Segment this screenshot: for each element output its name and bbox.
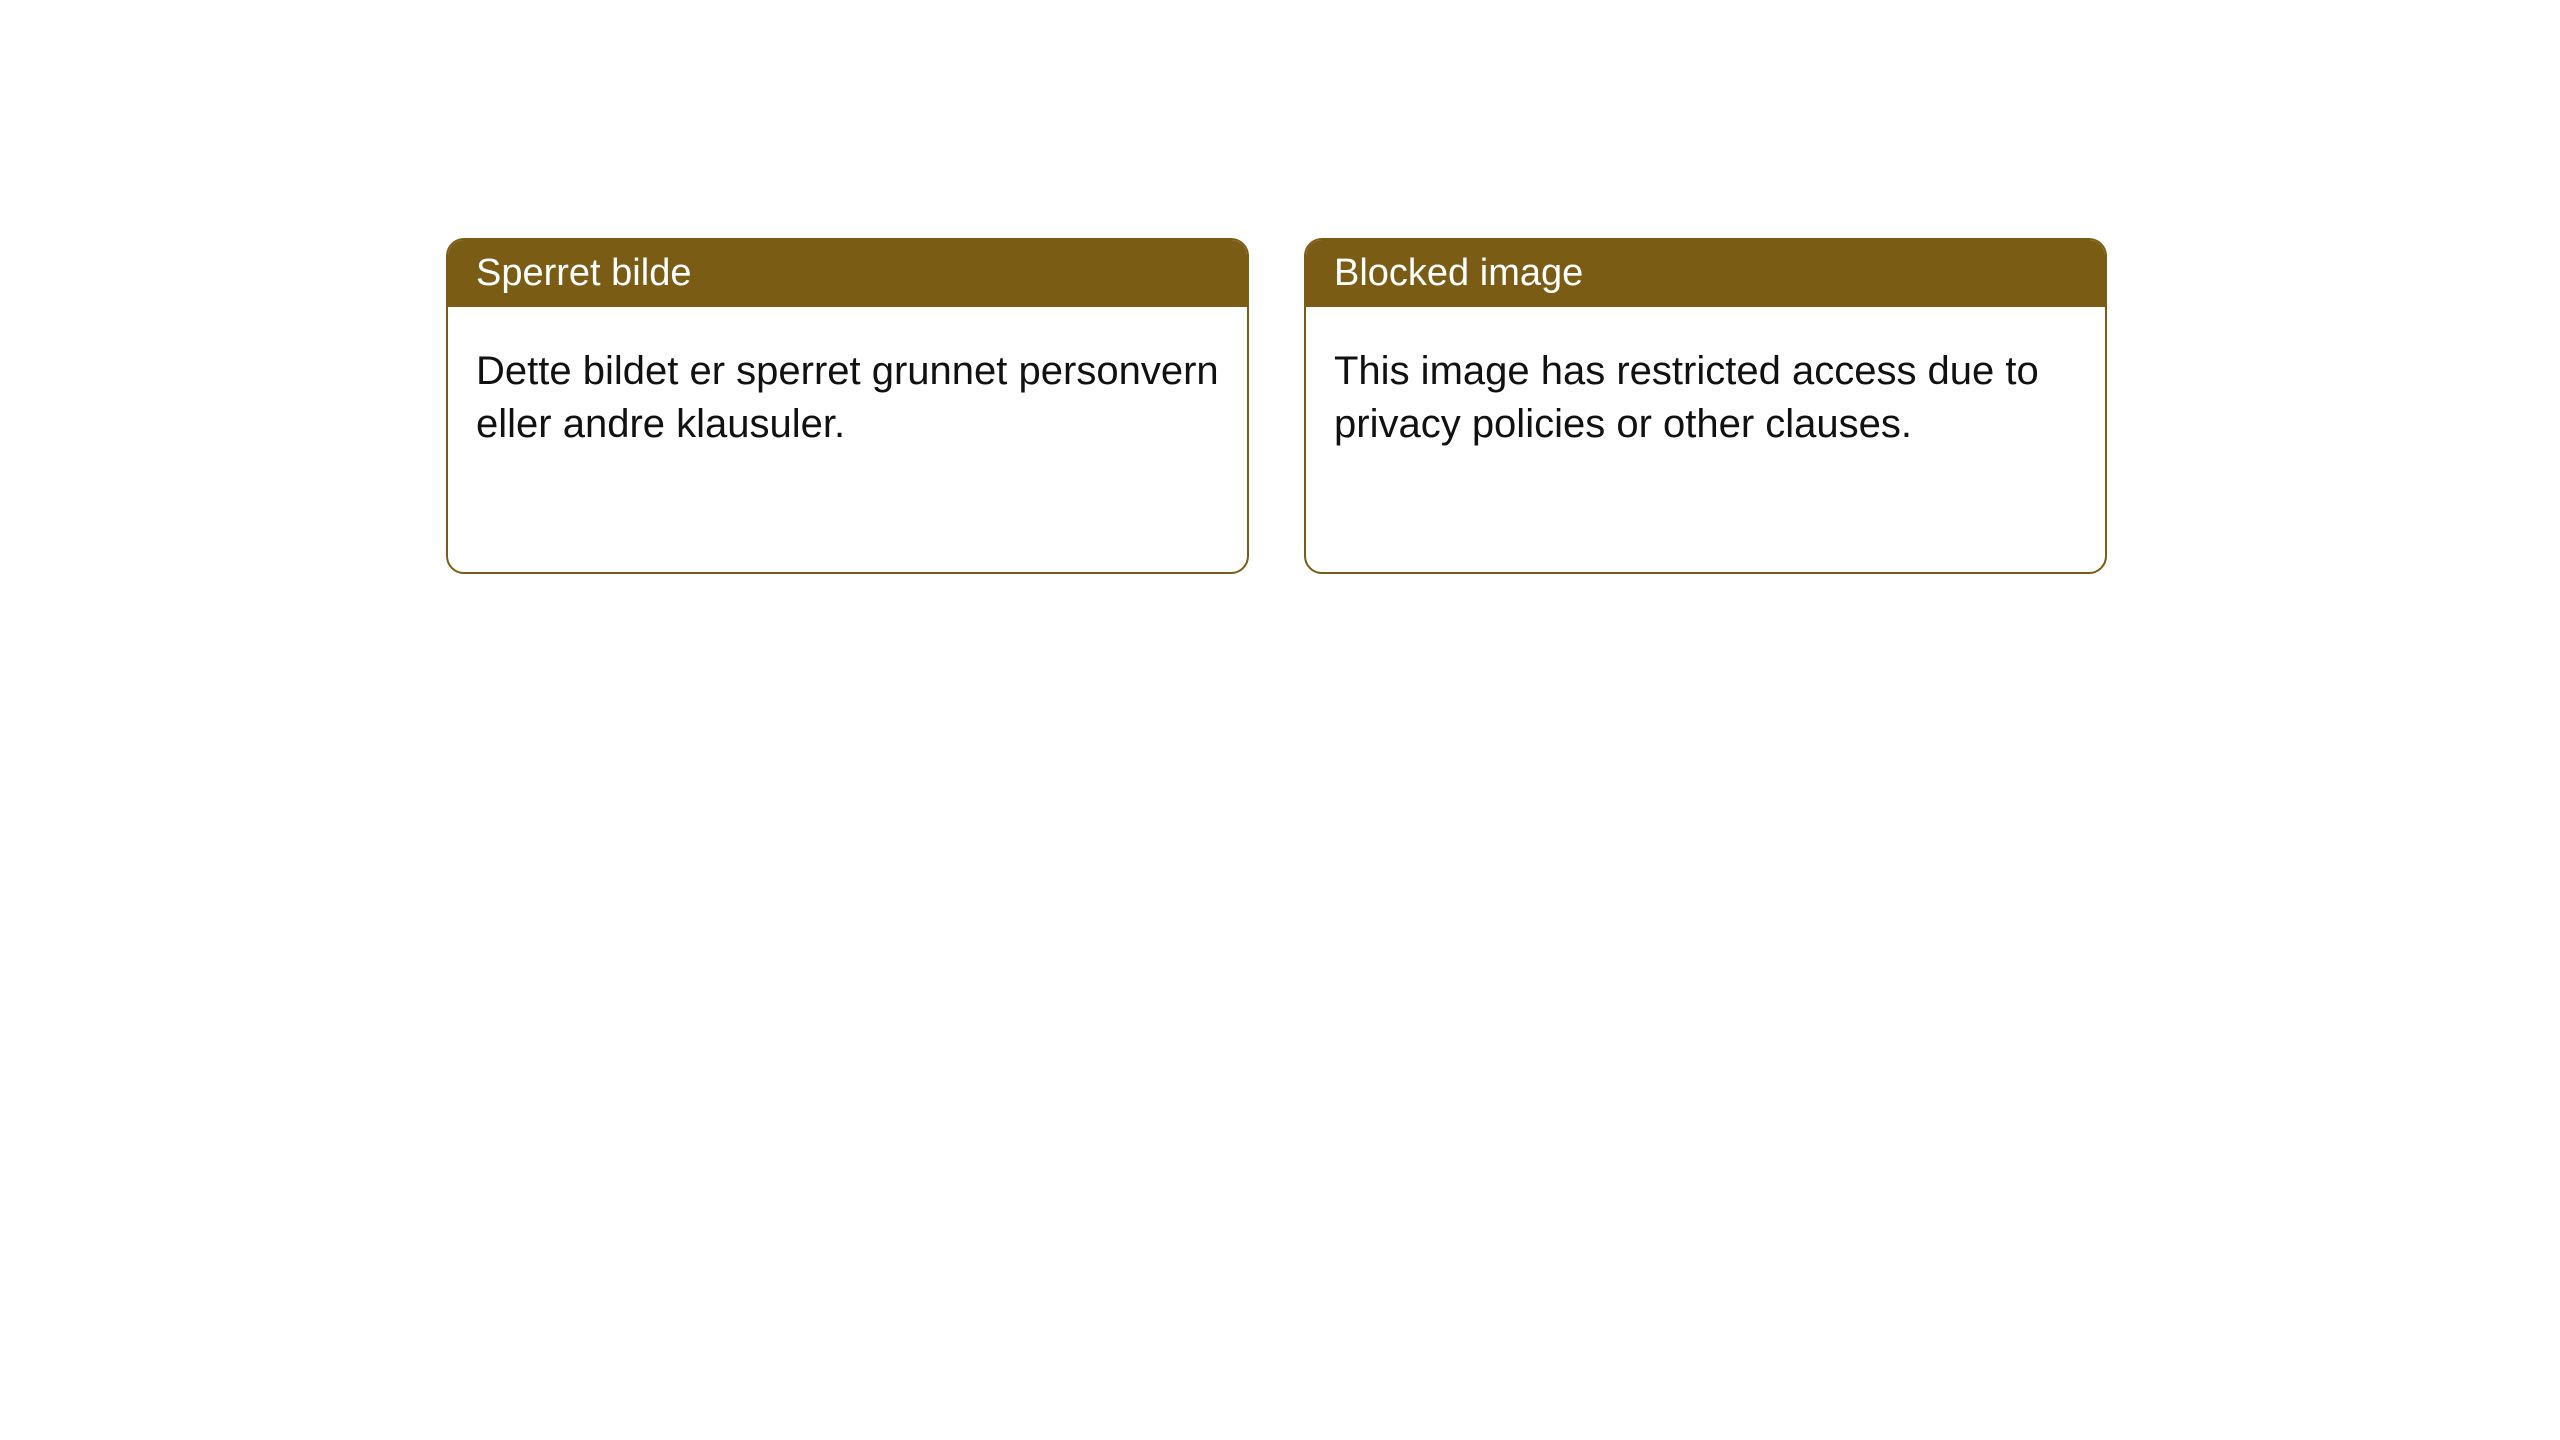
notice-header: Sperret bilde xyxy=(448,240,1247,307)
notice-body: This image has restricted access due to … xyxy=(1306,307,2105,489)
notice-card-english: Blocked image This image has restricted … xyxy=(1304,238,2107,574)
notice-header-text: Sperret bilde xyxy=(476,252,691,294)
notice-card-norwegian: Sperret bilde Dette bildet er sperret gr… xyxy=(446,238,1249,574)
notice-body-text: This image has restricted access due to … xyxy=(1334,349,2039,446)
notice-body-text: Dette bildet er sperret grunnet personve… xyxy=(476,349,1219,446)
notice-container: Sperret bilde Dette bildet er sperret gr… xyxy=(446,238,2107,574)
notice-header-text: Blocked image xyxy=(1334,252,1583,294)
notice-header: Blocked image xyxy=(1306,240,2105,307)
notice-body: Dette bildet er sperret grunnet personve… xyxy=(448,307,1247,489)
